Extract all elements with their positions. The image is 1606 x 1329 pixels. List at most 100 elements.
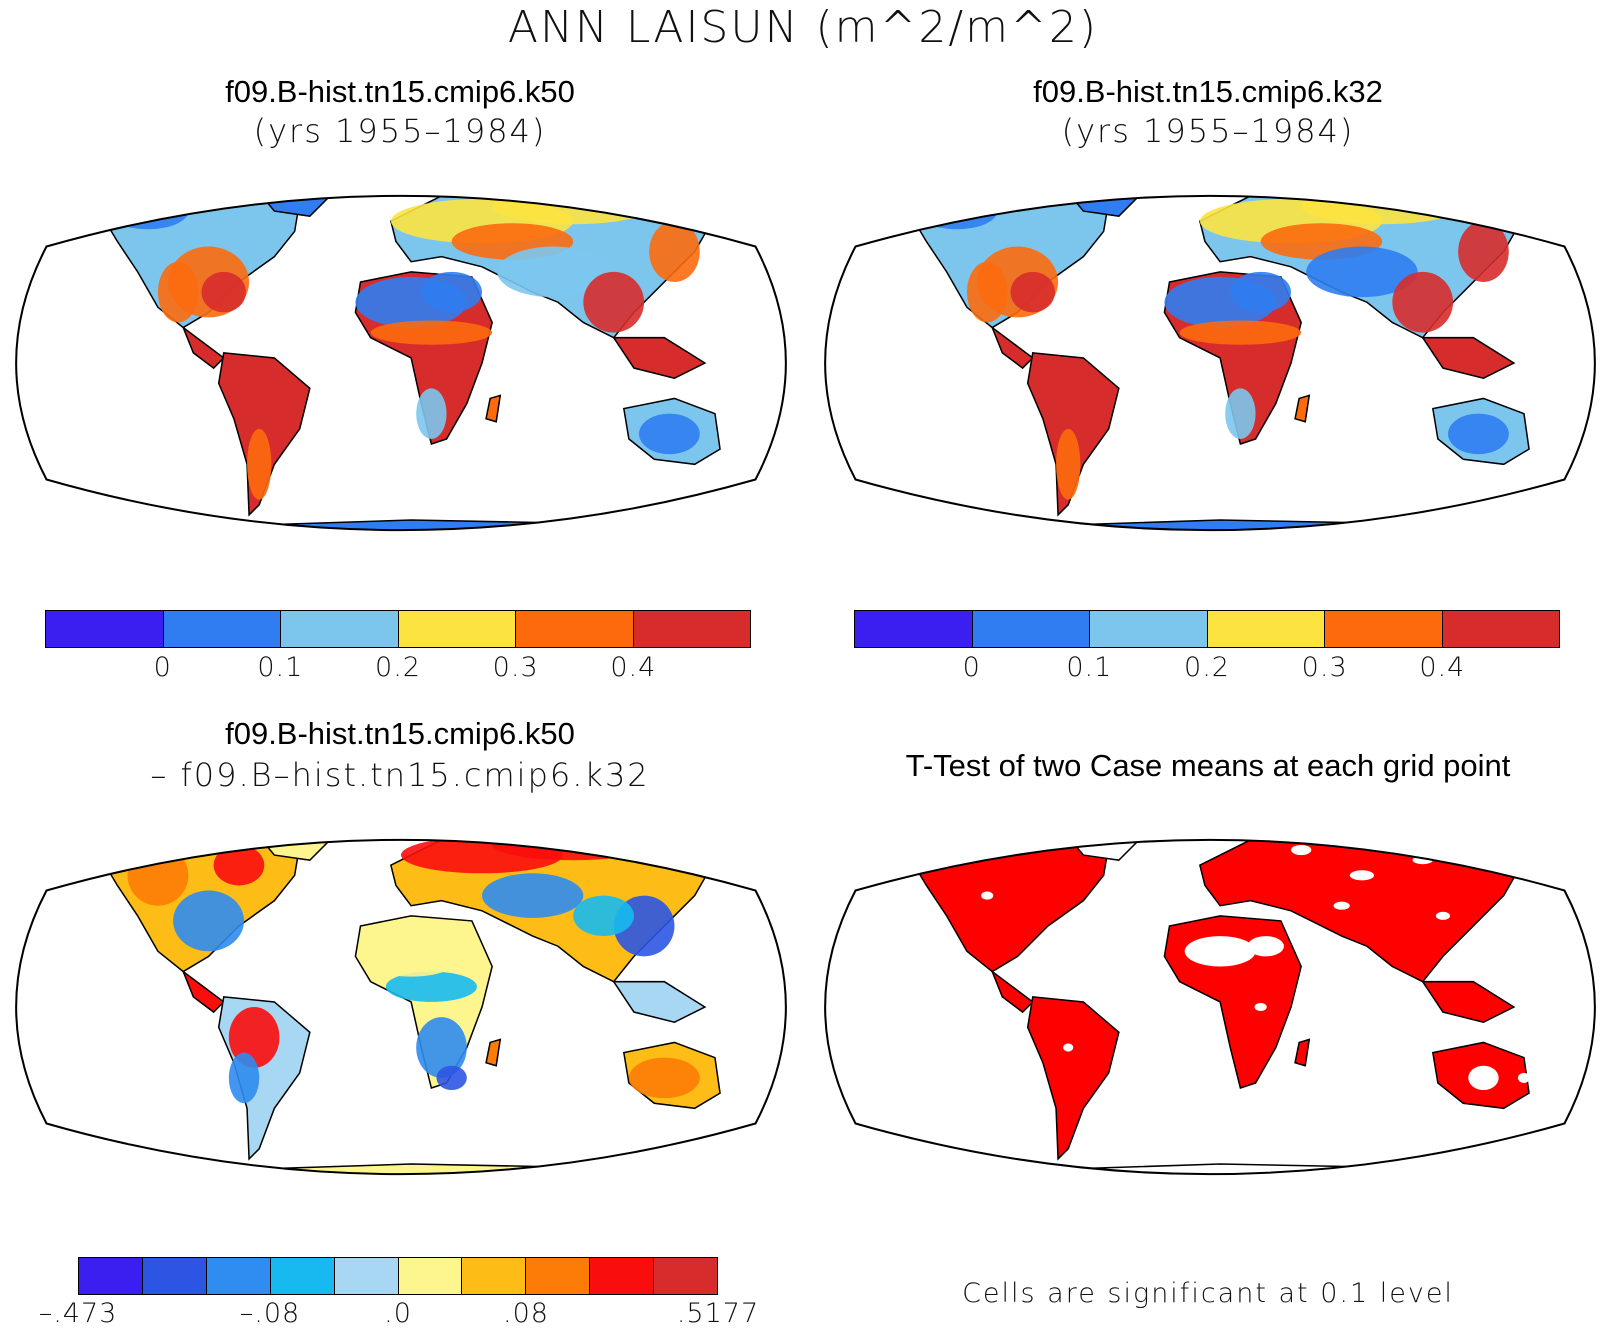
land-madagascar — [485, 394, 502, 423]
diff-tick-1: –.08 — [239, 1298, 301, 1329]
land-centralAmerica — [181, 325, 225, 370]
diff-swatch-9 — [654, 1258, 718, 1294]
case1-tick-1: 0.1 — [257, 652, 304, 683]
panel-title-bottom-right: T-Test of two Case means at each grid po… — [905, 748, 1511, 783]
land-greenland — [1056, 839, 1151, 861]
field-patch — [1468, 1065, 1499, 1091]
case2-swatch-4 — [1325, 611, 1443, 647]
case2-swatch-0 — [855, 611, 973, 647]
diff-swatch-4 — [334, 1258, 399, 1294]
case1-swatch-3 — [398, 611, 516, 647]
panel-subtitle-bottom-left: – f09.B–hist.tn15.cmip6.k32 — [150, 756, 650, 794]
panel-title-bottom-left: f09.B-hist.tn15.cmip6.k50 — [225, 716, 575, 751]
field-patch — [1179, 320, 1302, 345]
diff-swatch-3 — [270, 1258, 335, 1294]
map-case1 — [15, 194, 787, 532]
field-patch — [1230, 271, 1292, 313]
field-patch — [370, 320, 493, 345]
field-patch — [916, 195, 998, 230]
field-patch — [173, 890, 245, 952]
field-patch — [639, 413, 700, 455]
colorbar-difference — [78, 1257, 718, 1295]
map-frame — [15, 838, 787, 1176]
land-greenland — [247, 195, 342, 217]
field-patch — [1517, 1072, 1531, 1083]
field-patch — [966, 261, 1008, 323]
case2-swatch-2 — [1090, 611, 1208, 647]
case1-tick-2: 0.2 — [375, 652, 421, 683]
diff-swatch-0 — [79, 1258, 143, 1294]
land-seAsia — [612, 980, 707, 1023]
colorbar-case1 — [45, 610, 751, 648]
field-patch — [228, 1052, 260, 1104]
field-patch — [1333, 901, 1350, 910]
land-antarctica — [146, 519, 656, 531]
map-frame — [15, 194, 787, 532]
field-patch — [1247, 936, 1284, 957]
significance-note: Cells are significant at 0.1 level — [962, 1278, 1454, 1309]
field-patch — [436, 1065, 467, 1091]
field-patch — [107, 195, 189, 230]
case1-swatch-1 — [163, 611, 281, 647]
case2-tick-1: 0.1 — [1066, 652, 1113, 683]
field-patch — [492, 195, 655, 225]
case1-tick-4: 0.4 — [610, 652, 657, 683]
field-patch — [1184, 936, 1256, 967]
case1-swatch-0 — [46, 611, 164, 647]
diff-swatch-1 — [142, 1258, 207, 1294]
land-centralAmerica — [990, 325, 1034, 370]
land-centralAmerica — [990, 969, 1034, 1014]
field-patch — [1301, 195, 1464, 225]
land-antarctica — [955, 1163, 1465, 1175]
diff-swatch-7 — [526, 1258, 591, 1294]
land-antarctica — [146, 1163, 656, 1175]
field-patch — [1254, 1002, 1267, 1012]
diff-tick-3: .08 — [503, 1298, 549, 1329]
land-seAsia — [1421, 336, 1516, 379]
field-patch — [649, 221, 700, 282]
field-patch — [981, 891, 994, 900]
land-greenland — [1056, 195, 1151, 217]
field-patch — [628, 1057, 700, 1099]
land-southAmerica — [1026, 996, 1120, 1161]
field-patch — [1435, 911, 1451, 920]
case2-tick-0: 0 — [962, 652, 981, 683]
field-patch — [213, 844, 265, 886]
panel-subtitle-top-right: (yrs 1955–1984) — [1061, 112, 1355, 150]
field-patch — [385, 971, 477, 1002]
case2-tick-2: 0.2 — [1184, 652, 1230, 683]
case2-tick-3: 0.3 — [1301, 652, 1348, 683]
case1-swatch-5 — [633, 611, 750, 647]
diff-swatch-6 — [462, 1258, 527, 1294]
colorbar-case2 — [854, 610, 1560, 648]
case1-swatch-2 — [281, 611, 399, 647]
case1-swatch-4 — [516, 611, 634, 647]
land-madagascar — [1294, 1038, 1311, 1067]
field-patch — [228, 1007, 280, 1068]
land-seAsia — [1421, 980, 1516, 1023]
field-patch — [1010, 271, 1056, 313]
case2-swatch-5 — [1442, 611, 1559, 647]
field-patch — [416, 388, 447, 439]
diff-swatch-2 — [206, 1258, 271, 1294]
panel-title-top-right: f09.B-hist.tn15.cmip6.k32 — [1033, 74, 1383, 109]
field-patch — [1056, 428, 1081, 500]
diff-swatch-5 — [398, 1258, 463, 1294]
field-patch — [421, 271, 483, 313]
field-patch — [1392, 271, 1454, 333]
field-patch — [1306, 246, 1418, 298]
case2-swatch-3 — [1207, 611, 1325, 647]
map-ttest — [824, 838, 1596, 1176]
field-patch — [127, 844, 189, 906]
diff-tick-0: –.473 — [38, 1298, 118, 1329]
land-centralAmerica — [181, 969, 225, 1014]
case1-tick-0: 0 — [153, 652, 172, 683]
panel-subtitle-top-left: (yrs 1955–1984) — [253, 112, 547, 150]
field-patch — [1349, 870, 1375, 881]
map-case2 — [824, 194, 1596, 532]
field-patch — [247, 428, 272, 500]
case2-tick-4: 0.4 — [1419, 652, 1466, 683]
field-patch — [1458, 221, 1509, 282]
land-madagascar — [485, 1038, 502, 1067]
figure-title: ANN LAISUN (m^2/m^2) — [507, 2, 1099, 53]
